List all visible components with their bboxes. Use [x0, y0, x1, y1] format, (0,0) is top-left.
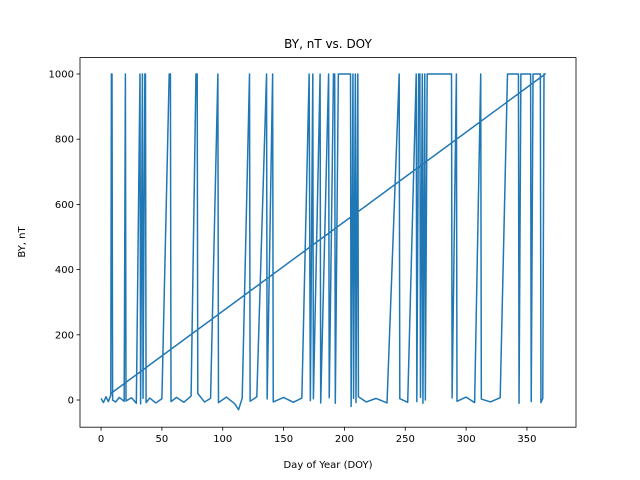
x-tick-label: 100 [213, 434, 232, 445]
chart-title: BY, nT vs. DOY [284, 37, 372, 51]
y-axis-label: BY, nT [17, 226, 28, 258]
axes-frame [79, 57, 577, 428]
x-tick-label: 50 [156, 434, 169, 445]
y-tick-label: 600 [55, 200, 74, 211]
data-line [100, 73, 546, 411]
y-tick-label: 0 [68, 396, 74, 407]
x-tick-label: 0 [98, 434, 104, 445]
x-tick-label: 250 [396, 434, 415, 445]
x-axis-label: Day of Year (DOY) [283, 460, 372, 471]
y-tick-label: 200 [55, 330, 74, 341]
x-tick-label: 150 [274, 434, 293, 445]
y-tick-label: 800 [55, 135, 74, 146]
y-tick-label: 400 [55, 265, 74, 276]
y-tick-label: 1000 [49, 69, 74, 80]
x-tick-label: 300 [457, 434, 476, 445]
x-tick-label: 200 [335, 434, 354, 445]
x-tick-label: 350 [517, 434, 536, 445]
